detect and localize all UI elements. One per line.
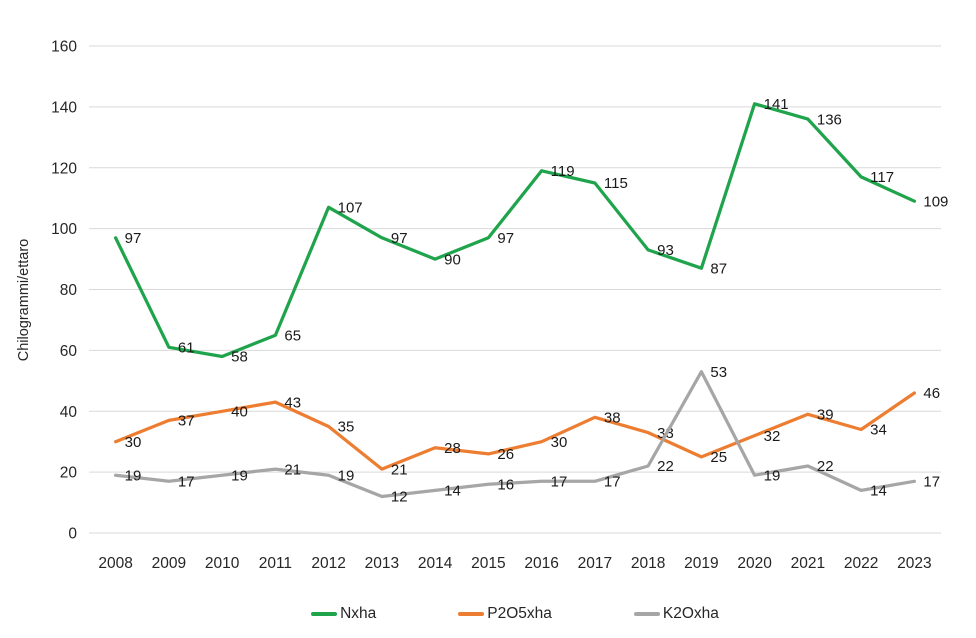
- data-label-K2Oxha-2012: 19: [338, 467, 355, 484]
- x-axis-tick-label: 2017: [578, 555, 612, 572]
- data-label-K2Oxha-2021: 22: [817, 458, 834, 475]
- data-label-K2Oxha-2020: 19: [764, 467, 781, 484]
- data-label-Nxha-2017: 115: [604, 175, 628, 192]
- data-label-P2O5xha-2010: 40: [231, 403, 248, 420]
- data-label-P2O5xha-2011: 43: [284, 394, 301, 411]
- data-label-Nxha-2015: 97: [497, 230, 514, 247]
- data-label-K2Oxha-2014: 14: [444, 483, 461, 500]
- data-label-Nxha-2023: 109: [923, 193, 948, 210]
- data-label-K2Oxha-2017: 17: [604, 473, 621, 490]
- x-axis-tick-label: 2018: [631, 555, 665, 572]
- data-label-Nxha-2010: 58: [231, 349, 248, 366]
- data-label-Nxha-2019: 87: [710, 260, 727, 277]
- data-label-P2O5xha-2019: 25: [710, 449, 727, 466]
- y-axis-tick-label: 20: [60, 465, 78, 482]
- x-axis-tick-label: 2015: [471, 555, 505, 572]
- data-label-P2O5xha-2013: 21: [391, 461, 408, 478]
- data-label-Nxha-2018: 93: [657, 242, 674, 259]
- legend-item-Nxha: Nxha: [311, 605, 376, 623]
- x-axis-tick-label: 2023: [897, 555, 931, 572]
- x-axis-tick-label: 2016: [524, 555, 558, 572]
- data-label-P2O5xha-2014: 28: [444, 440, 461, 457]
- data-label-P2O5xha-2021: 39: [817, 406, 834, 423]
- x-axis-tick-label: 2022: [844, 555, 878, 572]
- y-axis-tick-label: 60: [60, 343, 78, 360]
- x-axis-tick-label: 2009: [152, 555, 186, 572]
- x-axis-tick-label: 2021: [791, 555, 825, 572]
- data-label-P2O5xha-2022: 34: [870, 422, 887, 439]
- data-label-P2O5xha-2008: 30: [125, 434, 142, 451]
- series-line-P2O5xha: [113, 391, 917, 471]
- y-axis-tick-label: 0: [68, 526, 77, 543]
- x-axis-tick-label: 2012: [311, 555, 345, 572]
- y-axis-tick-label: 140: [51, 99, 77, 116]
- data-label-Nxha-2013: 97: [391, 230, 408, 247]
- data-label-K2Oxha-2009: 17: [178, 473, 195, 490]
- legend-marker-Nxha: [311, 612, 338, 616]
- y-axis-tick-label: 160: [51, 39, 77, 56]
- data-label-Nxha-2011: 65: [284, 327, 301, 344]
- data-label-K2Oxha-2019: 53: [710, 364, 727, 381]
- legend-marker-K2Oxha: [633, 612, 660, 616]
- x-axis-tick-label: 2011: [259, 555, 292, 572]
- legend-marker-P2O5xha: [458, 612, 485, 616]
- data-label-K2Oxha-2016: 17: [551, 473, 568, 490]
- legend-label-P2O5xha: P2O5xha: [487, 605, 552, 622]
- data-label-Nxha-2012: 107: [338, 200, 363, 217]
- data-label-Nxha-2016: 119: [551, 163, 575, 180]
- x-axis-tick-label: 2014: [418, 555, 453, 572]
- legend-item-K2Oxha: K2Oxha: [633, 605, 719, 623]
- data-label-Nxha-2008: 97: [125, 230, 142, 247]
- chart-legend: Nxha P2O5xha K2Oxha: [89, 603, 941, 625]
- data-label-P2O5xha-2012: 35: [338, 419, 355, 436]
- legend-label-Nxha: Nxha: [340, 605, 377, 622]
- data-label-Nxha-2022: 117: [870, 169, 894, 186]
- data-label-P2O5xha-2009: 37: [178, 413, 195, 430]
- series-line-K2Oxha: [113, 370, 917, 499]
- data-label-P2O5xha-2020: 32: [764, 428, 781, 445]
- data-label-Nxha-2020: 141: [764, 96, 789, 113]
- data-label-K2Oxha-2023: 17: [923, 473, 940, 490]
- x-axis-tick-label: 2019: [684, 555, 718, 572]
- data-label-P2O5xha-2017: 38: [604, 410, 621, 427]
- data-label-K2Oxha-2015: 16: [497, 477, 514, 494]
- data-label-P2O5xha-2015: 26: [497, 446, 514, 463]
- data-label-K2Oxha-2010: 19: [231, 467, 248, 484]
- x-axis-tick-label: 2010: [205, 555, 240, 572]
- data-label-Nxha-2009: 61: [178, 340, 195, 357]
- data-label-Nxha-2014: 90: [444, 251, 461, 268]
- data-label-K2Oxha-2008: 19: [125, 467, 142, 484]
- x-axis-tick-label: 2013: [365, 555, 399, 572]
- y-axis-tick-label: 40: [60, 404, 78, 421]
- data-label-K2Oxha-2013: 12: [391, 489, 408, 506]
- data-label-K2Oxha-2022: 14: [870, 483, 887, 500]
- y-axis-tick-label: 100: [51, 221, 77, 238]
- y-axis-title: Chilogrammi/ettaro: [16, 238, 32, 362]
- x-axis-tick-label: 2008: [98, 555, 132, 572]
- data-label-P2O5xha-2023: 46: [923, 385, 940, 402]
- x-axis-tick-label: 2020: [737, 555, 772, 572]
- data-label-P2O5xha-2016: 30: [551, 434, 568, 451]
- legend-label-K2Oxha: K2Oxha: [662, 605, 719, 622]
- data-label-K2Oxha-2011: 21: [284, 461, 301, 478]
- data-label-K2Oxha-2018: 22: [657, 458, 674, 475]
- series-line-Nxha: [113, 102, 917, 359]
- legend-item-P2O5xha: P2O5xha: [458, 605, 552, 623]
- y-axis-tick-label: 120: [51, 160, 77, 177]
- y-axis-tick-label: 80: [60, 282, 78, 299]
- data-label-Nxha-2021: 136: [817, 111, 842, 128]
